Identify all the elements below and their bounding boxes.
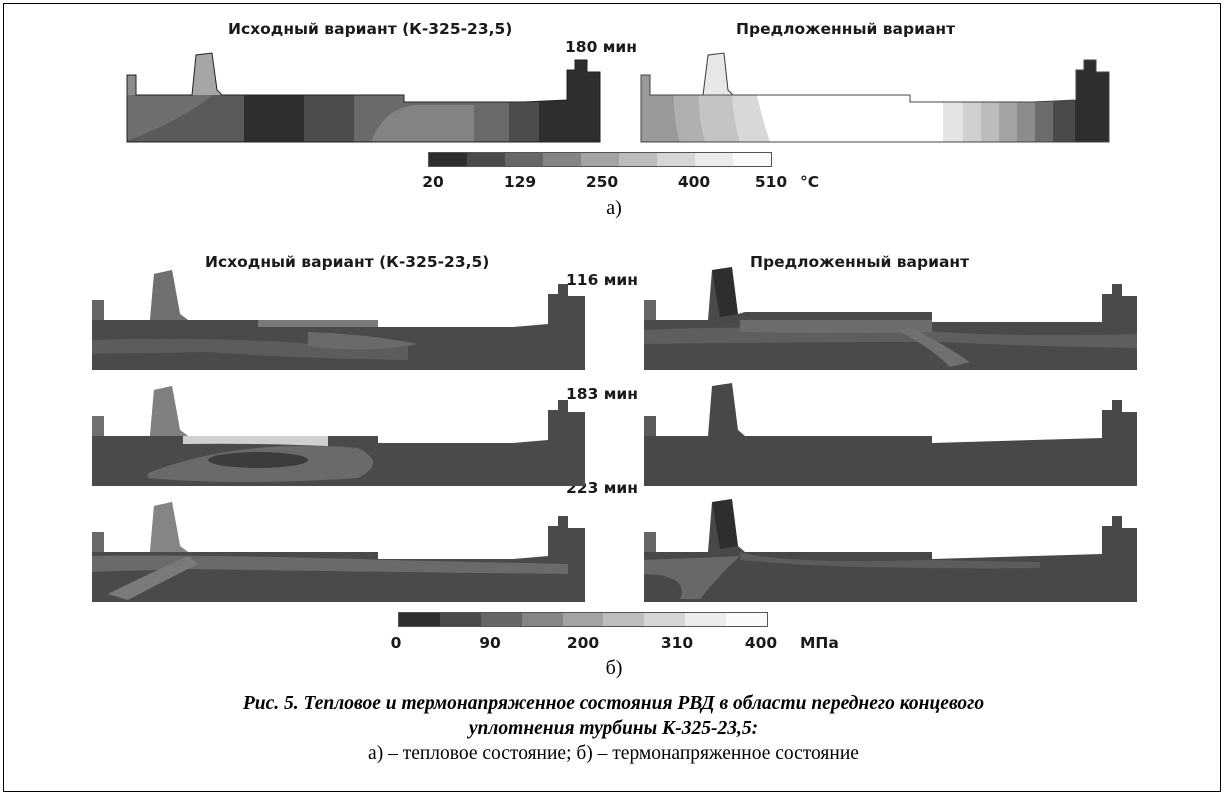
panel-b-sublabel: б) (605, 657, 623, 679)
panel-b-time-1: 116 мин (566, 271, 638, 289)
colorbar-step (619, 153, 657, 166)
rotor-stress-original-116 (92, 270, 585, 370)
stress-tick: 90 (479, 634, 501, 652)
temperature-tick: 510 (754, 173, 788, 191)
colorbar-step (733, 153, 771, 166)
rotor-thermal-original (126, 52, 601, 143)
rotor-stress-proposed-223 (644, 499, 1137, 602)
rotor-stress-original-183 (92, 386, 585, 486)
temperature-tick: 129 (503, 173, 537, 191)
stress-tick: 400 (744, 634, 778, 652)
colorbar-step (695, 153, 733, 166)
colorbar-step (581, 153, 619, 166)
temperature-tick: 400 (677, 173, 711, 191)
colorbar-step (480, 613, 522, 626)
temperature-tick: 20 (422, 173, 444, 191)
panel-a-sublabel: а) (606, 197, 622, 219)
temperature-unit: °C (800, 173, 820, 191)
temperature-tick: 250 (585, 173, 619, 191)
panel-b-time-2: 183 мин (566, 385, 638, 403)
rotor-thermal-proposed (640, 52, 1110, 143)
colorbar-step (429, 153, 467, 166)
rotor-stress-proposed-183 (644, 383, 1137, 486)
panel-a-time: 180 мин (565, 38, 637, 56)
stress-tick: 0 (390, 634, 402, 652)
colorbar-step (685, 613, 727, 626)
panel-b-left-title: Исходный вариант (К-325-23,5) (205, 253, 490, 271)
colorbar-step (543, 153, 581, 166)
colorbar-step (562, 613, 604, 626)
colorbar-step (439, 613, 481, 626)
colorbar-step (399, 613, 440, 626)
colorbar-step (726, 613, 768, 626)
colorbar-step (657, 153, 695, 166)
stress-tick: 200 (566, 634, 600, 652)
figure-caption-line-2: уплотнения турбины К-325-23,5: (468, 718, 759, 739)
panel-b-right-title: Предложенный вариант (750, 253, 970, 271)
stress-colorbar (398, 612, 768, 627)
panel-a-right-title: Предложенный вариант (736, 20, 956, 38)
colorbar-step (467, 153, 505, 166)
rotor-stress-original-223 (92, 502, 585, 602)
figure-caption-line-1: Рис. 5. Тепловое и термонапряженное сост… (242, 693, 985, 714)
rotor-stress-proposed-116 (644, 267, 1137, 370)
colorbar-step (505, 153, 543, 166)
stress-unit: МПа (800, 634, 839, 652)
colorbar-step (521, 613, 563, 626)
figure-caption-line-3: а) – тепловое состояние; б) – термонапря… (368, 743, 859, 764)
colorbar-step (644, 613, 686, 626)
temperature-colorbar (428, 152, 772, 167)
panel-a-left-title: Исходный вариант (К-325-23,5) (228, 20, 513, 38)
stress-tick: 310 (660, 634, 694, 652)
colorbar-step (603, 613, 645, 626)
